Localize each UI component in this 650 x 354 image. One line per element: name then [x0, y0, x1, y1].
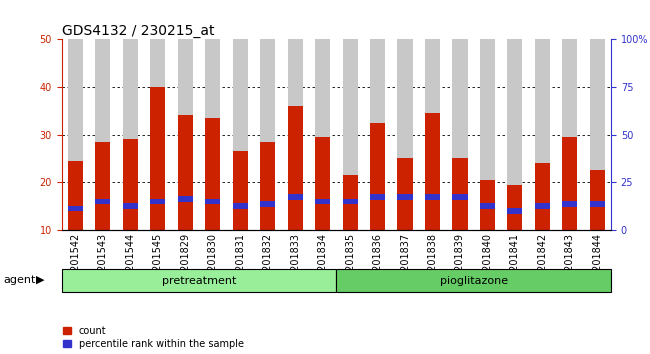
Bar [96, 199, 111, 204]
Text: pioglitazone: pioglitazone [439, 275, 508, 286]
Bar [370, 39, 385, 230]
Bar [68, 206, 83, 211]
Bar [343, 175, 358, 230]
Bar [425, 39, 440, 230]
Bar [233, 151, 248, 230]
Bar [452, 159, 467, 230]
Bar [96, 142, 111, 230]
Bar [260, 142, 275, 230]
Bar [123, 203, 138, 209]
Bar [288, 106, 303, 230]
Bar [425, 194, 440, 200]
Text: ▶: ▶ [36, 275, 44, 285]
Bar [233, 203, 248, 209]
Bar [96, 39, 111, 230]
Text: GDS4132 / 230215_at: GDS4132 / 230215_at [62, 24, 214, 38]
Bar [425, 113, 440, 230]
Bar [480, 180, 495, 230]
Bar [398, 39, 413, 230]
Bar [590, 201, 605, 207]
Bar [260, 201, 275, 207]
Bar [590, 170, 605, 230]
Bar [343, 39, 358, 230]
Bar [150, 39, 165, 230]
Bar [260, 39, 275, 230]
Bar [535, 163, 550, 230]
Bar [343, 199, 358, 204]
Bar [315, 137, 330, 230]
Bar [508, 185, 523, 230]
Bar [337, 269, 611, 292]
Bar [562, 137, 577, 230]
Bar [398, 194, 413, 200]
Bar [150, 199, 165, 204]
Bar [205, 118, 220, 230]
Bar [370, 194, 385, 200]
Bar [62, 269, 337, 292]
Bar [370, 122, 385, 230]
Legend: count, percentile rank within the sample: count, percentile rank within the sample [63, 326, 244, 349]
Bar [562, 39, 577, 230]
Bar [178, 39, 193, 230]
Bar [288, 194, 303, 200]
Bar [288, 39, 303, 230]
Bar [315, 199, 330, 204]
Bar [123, 39, 138, 230]
Bar [233, 39, 248, 230]
Bar [205, 39, 220, 230]
Bar [508, 208, 523, 214]
Bar [398, 159, 413, 230]
Bar [508, 39, 523, 230]
Text: agent: agent [3, 275, 36, 285]
Bar [178, 115, 193, 230]
Bar [480, 203, 495, 209]
Bar [452, 39, 467, 230]
Bar [68, 39, 83, 230]
Text: pretreatment: pretreatment [162, 275, 236, 286]
Bar [562, 201, 577, 207]
Bar [590, 39, 605, 230]
Bar [535, 203, 550, 209]
Bar [205, 199, 220, 204]
Bar [68, 161, 83, 230]
Bar [452, 194, 467, 200]
Bar [480, 39, 495, 230]
Bar [535, 39, 550, 230]
Bar [315, 39, 330, 230]
Bar [123, 139, 138, 230]
Bar [150, 87, 165, 230]
Bar [178, 196, 193, 202]
